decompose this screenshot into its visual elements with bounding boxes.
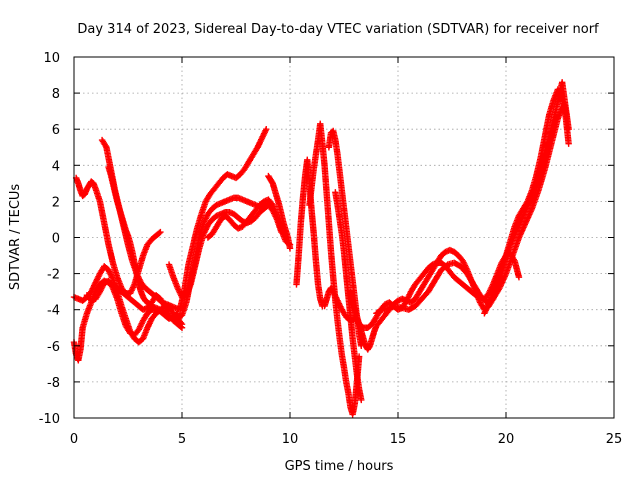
- x-tick-label: 0: [70, 432, 78, 447]
- x-tick-label: 15: [390, 432, 407, 447]
- data-point: [515, 274, 523, 281]
- data-point: [358, 396, 365, 404]
- y-tick-label: 10: [43, 51, 60, 66]
- x-tick-label: 10: [282, 432, 299, 447]
- grid: [74, 57, 614, 418]
- x-tick-label: 5: [178, 432, 186, 447]
- data-point: [263, 126, 270, 133]
- data-point: [157, 228, 164, 236]
- y-tick-label: -8: [47, 376, 60, 391]
- y-tick-label: -2: [47, 268, 60, 283]
- x-tick-label: 20: [498, 432, 515, 447]
- data-point: [156, 229, 163, 237]
- data-point: [565, 140, 572, 147]
- data-point: [286, 245, 294, 252]
- y-tick-label: 6: [52, 123, 60, 138]
- y-axis-label: SDTVAR / TECUs: [8, 184, 23, 291]
- axis-ticks: 0 5 10 15 20 25 -10 -8 -6 -4 -2 0 2 4 6 8 10: [39, 51, 623, 447]
- data-point: [178, 320, 186, 328]
- chart-title: Day 314 of 2023, Sidereal Day-to-day VTE…: [77, 22, 599, 37]
- y-tick-label: 4: [52, 159, 60, 174]
- x-axis-label: GPS time / hours: [285, 459, 394, 474]
- y-tick-label: -10: [39, 412, 60, 427]
- y-tick-label: 8: [52, 87, 60, 102]
- y-tick-label: -4: [47, 304, 60, 319]
- data-point: [177, 319, 185, 326]
- data-point: [565, 126, 572, 133]
- y-tick-label: 2: [52, 195, 60, 210]
- y-tick-label: -6: [47, 340, 60, 355]
- y-tick-label: 0: [52, 232, 60, 247]
- data-markers: [70, 79, 572, 418]
- data-point: [378, 307, 385, 314]
- x-tick-label: 25: [606, 432, 623, 447]
